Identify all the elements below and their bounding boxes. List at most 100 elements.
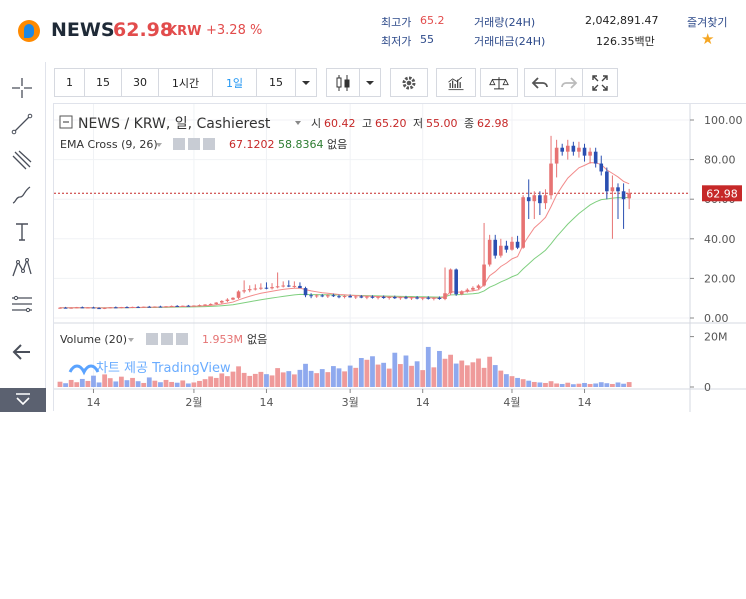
undo-icon[interactable] [524,68,556,97]
candle-body [465,289,470,292]
volume-bar [403,355,409,387]
candle-body [504,245,509,250]
interval-1d-button[interactable]: 1일 [212,68,257,97]
candle-body [381,296,386,299]
volume-bar [331,366,336,387]
time-tick-label: 14 [259,396,273,409]
interval-30m-button[interactable]: 30 [121,68,159,97]
candle-body [627,193,631,199]
ema-visibility-icon[interactable] [173,138,185,150]
ema-none: 없음 [327,138,347,151]
interval-15m-button[interactable]: 15 [84,68,122,97]
volume-bar [531,381,537,387]
candle-body [298,285,302,289]
volume-bar [548,381,554,387]
collapse-toolbar-icon[interactable] [0,388,46,412]
candle-body [521,197,525,248]
volume-bar [124,380,130,387]
volume-value: 1.953M [202,333,243,346]
price-chart[interactable]: 차트 제공 TradingView 100.0080.0060.0040.002… [54,104,746,412]
candle-body [605,171,609,192]
volume-bar [96,382,102,387]
volume-bar [141,382,147,387]
volume-bar [464,365,470,387]
chart-container[interactable]: 차트 제공 TradingView 100.0080.0060.0040.002… [53,103,746,412]
volume-bar [236,366,241,387]
candle-body [136,306,140,308]
candle-body [571,145,576,152]
candle-body [370,296,375,298]
amount-24h-label: 거래대금(24H) [474,35,546,48]
volume-bar [520,379,526,387]
candle-body [203,304,207,306]
interval-dropdown-icon[interactable] [295,68,317,97]
volume-bar [230,371,236,387]
candle-body [415,297,419,299]
pattern-icon[interactable] [8,254,36,282]
volume-bar [576,383,582,387]
volume-bar [509,376,515,387]
candle-body [404,297,408,299]
text-tool-icon[interactable] [8,218,36,246]
ema-close-icon[interactable] [203,138,215,150]
volume-visibility-icon[interactable] [146,333,158,345]
interval-1m-button[interactable]: 1 [54,68,85,97]
candle-body [114,307,118,309]
candle-body [91,307,96,309]
compare-scale-icon[interactable] [480,68,518,97]
favorite-star-icon[interactable]: ★ [701,30,715,48]
trend-line-icon[interactable] [8,110,36,138]
redo-icon[interactable] [555,68,583,97]
ema-settings-icon[interactable] [188,138,200,150]
volume-bar [291,374,297,387]
brush-icon[interactable] [8,182,36,210]
volume-bar [252,373,258,387]
volume-close-icon[interactable] [176,333,188,345]
pitchfork-icon[interactable] [8,146,36,174]
candle-body [482,264,486,286]
volume-bar [453,363,459,387]
interval-custom-button[interactable]: 15 [256,68,296,97]
symbol-dropdown-icon[interactable] [295,121,301,125]
candle-body [459,291,464,295]
high-value-legend: 65.20 [375,117,407,130]
indicators-icon[interactable] [436,68,476,97]
volume-bar [414,361,420,387]
ema-dropdown-icon[interactable] [156,143,162,147]
candle-body [125,307,129,309]
volume-bar [504,374,509,387]
candle-body [543,195,548,204]
volume-bar [286,371,292,387]
back-arrow-icon[interactable] [8,338,36,366]
drawing-toolbar [0,62,46,412]
fullscreen-icon[interactable] [582,68,618,97]
coin-symbol: NEWS [51,19,115,41]
crosshair-icon[interactable] [8,74,36,102]
volume-settings-icon[interactable] [161,333,173,345]
time-tick-label: 14 [86,396,100,409]
settings-gear-icon[interactable] [390,68,428,97]
volume-bar [91,375,96,387]
candle-body [471,287,475,290]
volume-bar [185,383,191,387]
volume-dropdown-icon[interactable] [128,338,134,342]
candle-type-icon[interactable] [326,68,360,97]
volume-bar [79,378,85,387]
candle-body [292,285,297,287]
interval-1h-button[interactable]: 1시간 [158,68,213,97]
volume-bar [130,377,135,387]
open-label: 시 [311,117,321,130]
amount-24h-value: 126.35백만 [596,35,655,48]
favorite-label[interactable]: 즐겨찾기 [687,16,728,29]
candle-body [582,147,587,156]
candle-body [538,195,542,204]
volume-bar [269,375,275,387]
chart-type-dropdown-icon[interactable] [359,68,381,97]
candle-body [197,305,202,307]
price-tick-label: 80.00 [704,154,736,167]
volume-bar [481,367,487,387]
volume-bar [102,374,108,387]
volume-bar [113,381,119,387]
tradingview-watermark: 차트 제공 TradingView [68,361,231,376]
fib-levels-icon[interactable] [8,290,36,318]
